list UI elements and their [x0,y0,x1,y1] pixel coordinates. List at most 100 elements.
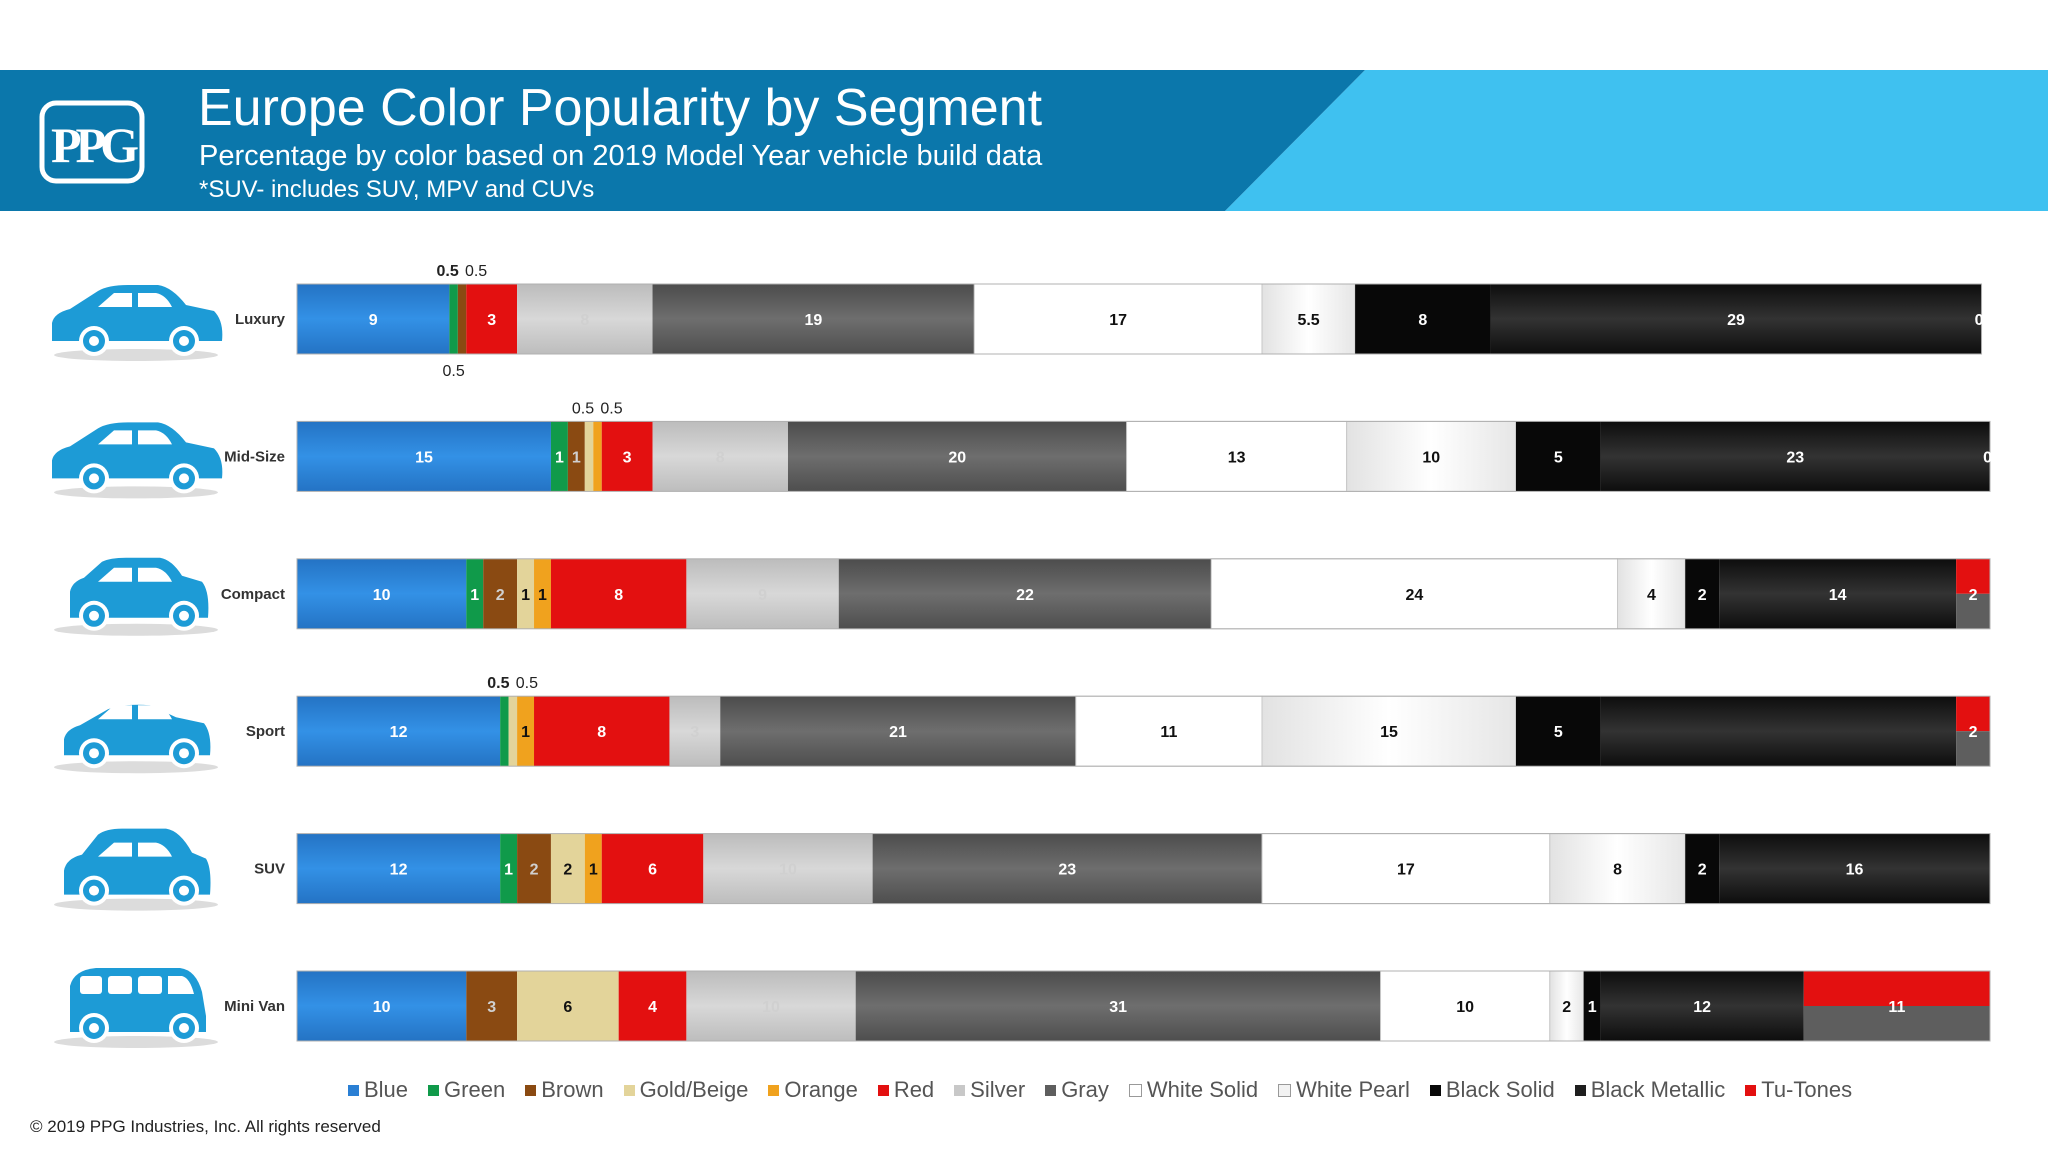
legend-swatch-gold-beige [623,1084,635,1096]
legend-item-gray: Gray [1045,1077,1109,1103]
legend-item-white-pearl: White Pearl [1278,1077,1410,1103]
copyright-footer: © 2019 PPG Industries, Inc. All rights r… [30,1117,381,1136]
legend-label-silver: Silver [970,1077,1026,1102]
outside-label-sport-5: 0.5 [487,675,509,692]
data-label-compact-blue: 10 [373,587,391,604]
legend-label-gold-beige: Gold/Beige [639,1077,749,1102]
bar-compact-tu-tones [1956,558,1990,629]
bar-compact-white-solid [1210,558,1619,630]
data-label-mid-size-tu-tones: 0 [1983,449,1992,466]
legend-item-black-solid: Black Solid [1429,1077,1555,1103]
legend-item-brown: Brown [525,1077,604,1103]
legend-swatch-red [877,1084,889,1096]
bar-compact-silver [686,558,839,629]
data-label-suv-brown: 2 [530,862,539,879]
data-label-mid-size-silver: 8 [716,449,725,466]
bar-frame-compact [296,558,1991,630]
bar-compact-green [466,558,484,629]
data-label-luxury-black-metallic: 29 [1727,312,1745,329]
bar-suv-orange [584,833,602,904]
legend-swatch-black-metallic [1574,1084,1586,1096]
legend-swatch-black-solid [1429,1084,1441,1096]
legend-label-black-metallic: Black Metallic [1590,1077,1726,1102]
segment-label-suv: SUV [254,861,285,878]
bar-luxury-white-solid [973,283,1263,355]
legend-item-silver: Silver [954,1077,1025,1103]
data-label-mid-size-black-solid: 5 [1554,449,1563,466]
bar-luxury-blue [297,284,450,354]
legend-swatch-tu-tones [1745,1084,1757,1096]
segment-suv-icon [54,828,218,911]
bar-sport-green [500,696,509,767]
segment-mid-size-icon [52,422,223,499]
data-label-compact-red: 8 [614,587,623,604]
bar-mid-size-silver [652,421,788,492]
data-label-mini-van-tu-tones: 11 [1888,999,1905,1016]
legend-item-tu-tones: Tu-Tones [1745,1077,1852,1103]
segment-luxury-icon [52,285,223,361]
data-label-suv-green: 1 [504,862,513,879]
legend-item-black-metallic: Black Metallic [1574,1077,1726,1103]
bar-frame-luxury [296,283,1983,355]
data-label-sport-black-solid: 5 [1554,724,1563,741]
data-label-luxury-red: 3 [487,312,496,329]
data-label-suv-orange: 1 [589,862,598,879]
legend-label-green: Green [444,1077,506,1102]
legend-swatch-white-solid [1128,1083,1142,1097]
segment-label-luxury: Luxury [235,311,286,328]
bar-sport-white-pearl [1261,695,1517,767]
bar-mini-van-black-solid [1583,971,1601,1041]
bar-mid-size-orange [593,421,602,492]
data-label-compact-black-solid: 2 [1698,587,1707,604]
legend-swatch-silver [954,1084,966,1096]
segment-label-sport: Sport [246,723,285,740]
legend-item-green: Green [428,1077,505,1103]
bar-suv-silver [703,833,873,904]
legend-label-gray: Gray [1061,1077,1109,1102]
outside-label-luxury-0: 0.5 [436,263,458,280]
bar-compact-red [550,558,687,629]
data-label-mini-van-gray: 31 [1109,999,1127,1016]
bar-luxury-red [466,284,518,354]
bar-sport-blue [297,696,501,767]
header-light-band [1225,70,2048,211]
data-label-sport-silver: 3 [690,724,699,741]
bar-sport-tu-tones [1956,696,1990,767]
segment-label-mid-size: Mid-Size [224,448,285,465]
legend-label-blue: Blue [364,1077,409,1102]
bar-suv-gold-beige [550,833,585,904]
legend-item-blue: Blue [348,1077,408,1103]
legend-swatch-blue [348,1084,359,1096]
bar-luxury-silver [517,284,653,354]
segment-sport-icon [54,704,218,774]
legend-swatch-white-pearl [1278,1083,1292,1097]
bar-luxury-green [449,284,458,354]
bar-luxury-gray [652,284,975,354]
bar-suv-white-solid [1261,833,1551,905]
legend-label-brown: Brown [541,1077,604,1102]
bar-sport-black-solid [1515,696,1601,767]
bar-mini-van-black-metallic [1600,971,1804,1041]
bar-sport-orange [517,696,535,767]
data-label-mid-size-red: 3 [623,449,632,466]
bar-frame-mini-van [296,970,1991,1042]
ppg-logo-text: PPG [51,117,138,173]
legend-swatch-brown [525,1084,537,1096]
bar-luxury-black-solid [1355,284,1491,354]
data-label-mid-size-white-pearl: 10 [1422,449,1440,466]
data-label-sport-gray: 21 [889,724,907,741]
bar-luxury-black-metallic [1490,284,1982,354]
data-label-compact-green: 1 [470,587,479,604]
data-label-mini-van-brown: 3 [487,999,496,1016]
bar-mid-size-brown [567,421,585,492]
data-label-suv-gray: 23 [1058,862,1076,879]
data-label-suv-black-metallic: 16 [1846,862,1864,879]
segment-mini-van-icon [54,968,218,1048]
data-label-suv-white-solid: 17 [1397,862,1415,879]
bar-compact-gray [838,558,1212,629]
page-subtitle: Percentage by color based on 2019 Model … [199,140,1043,172]
outside-label-luxury-2: 0.5 [442,363,464,380]
data-label-compact-gold-beige: 1 [521,587,530,604]
data-label-luxury-tu-tones: 0 [1975,312,1984,329]
legend-label-red: Red [893,1077,935,1102]
